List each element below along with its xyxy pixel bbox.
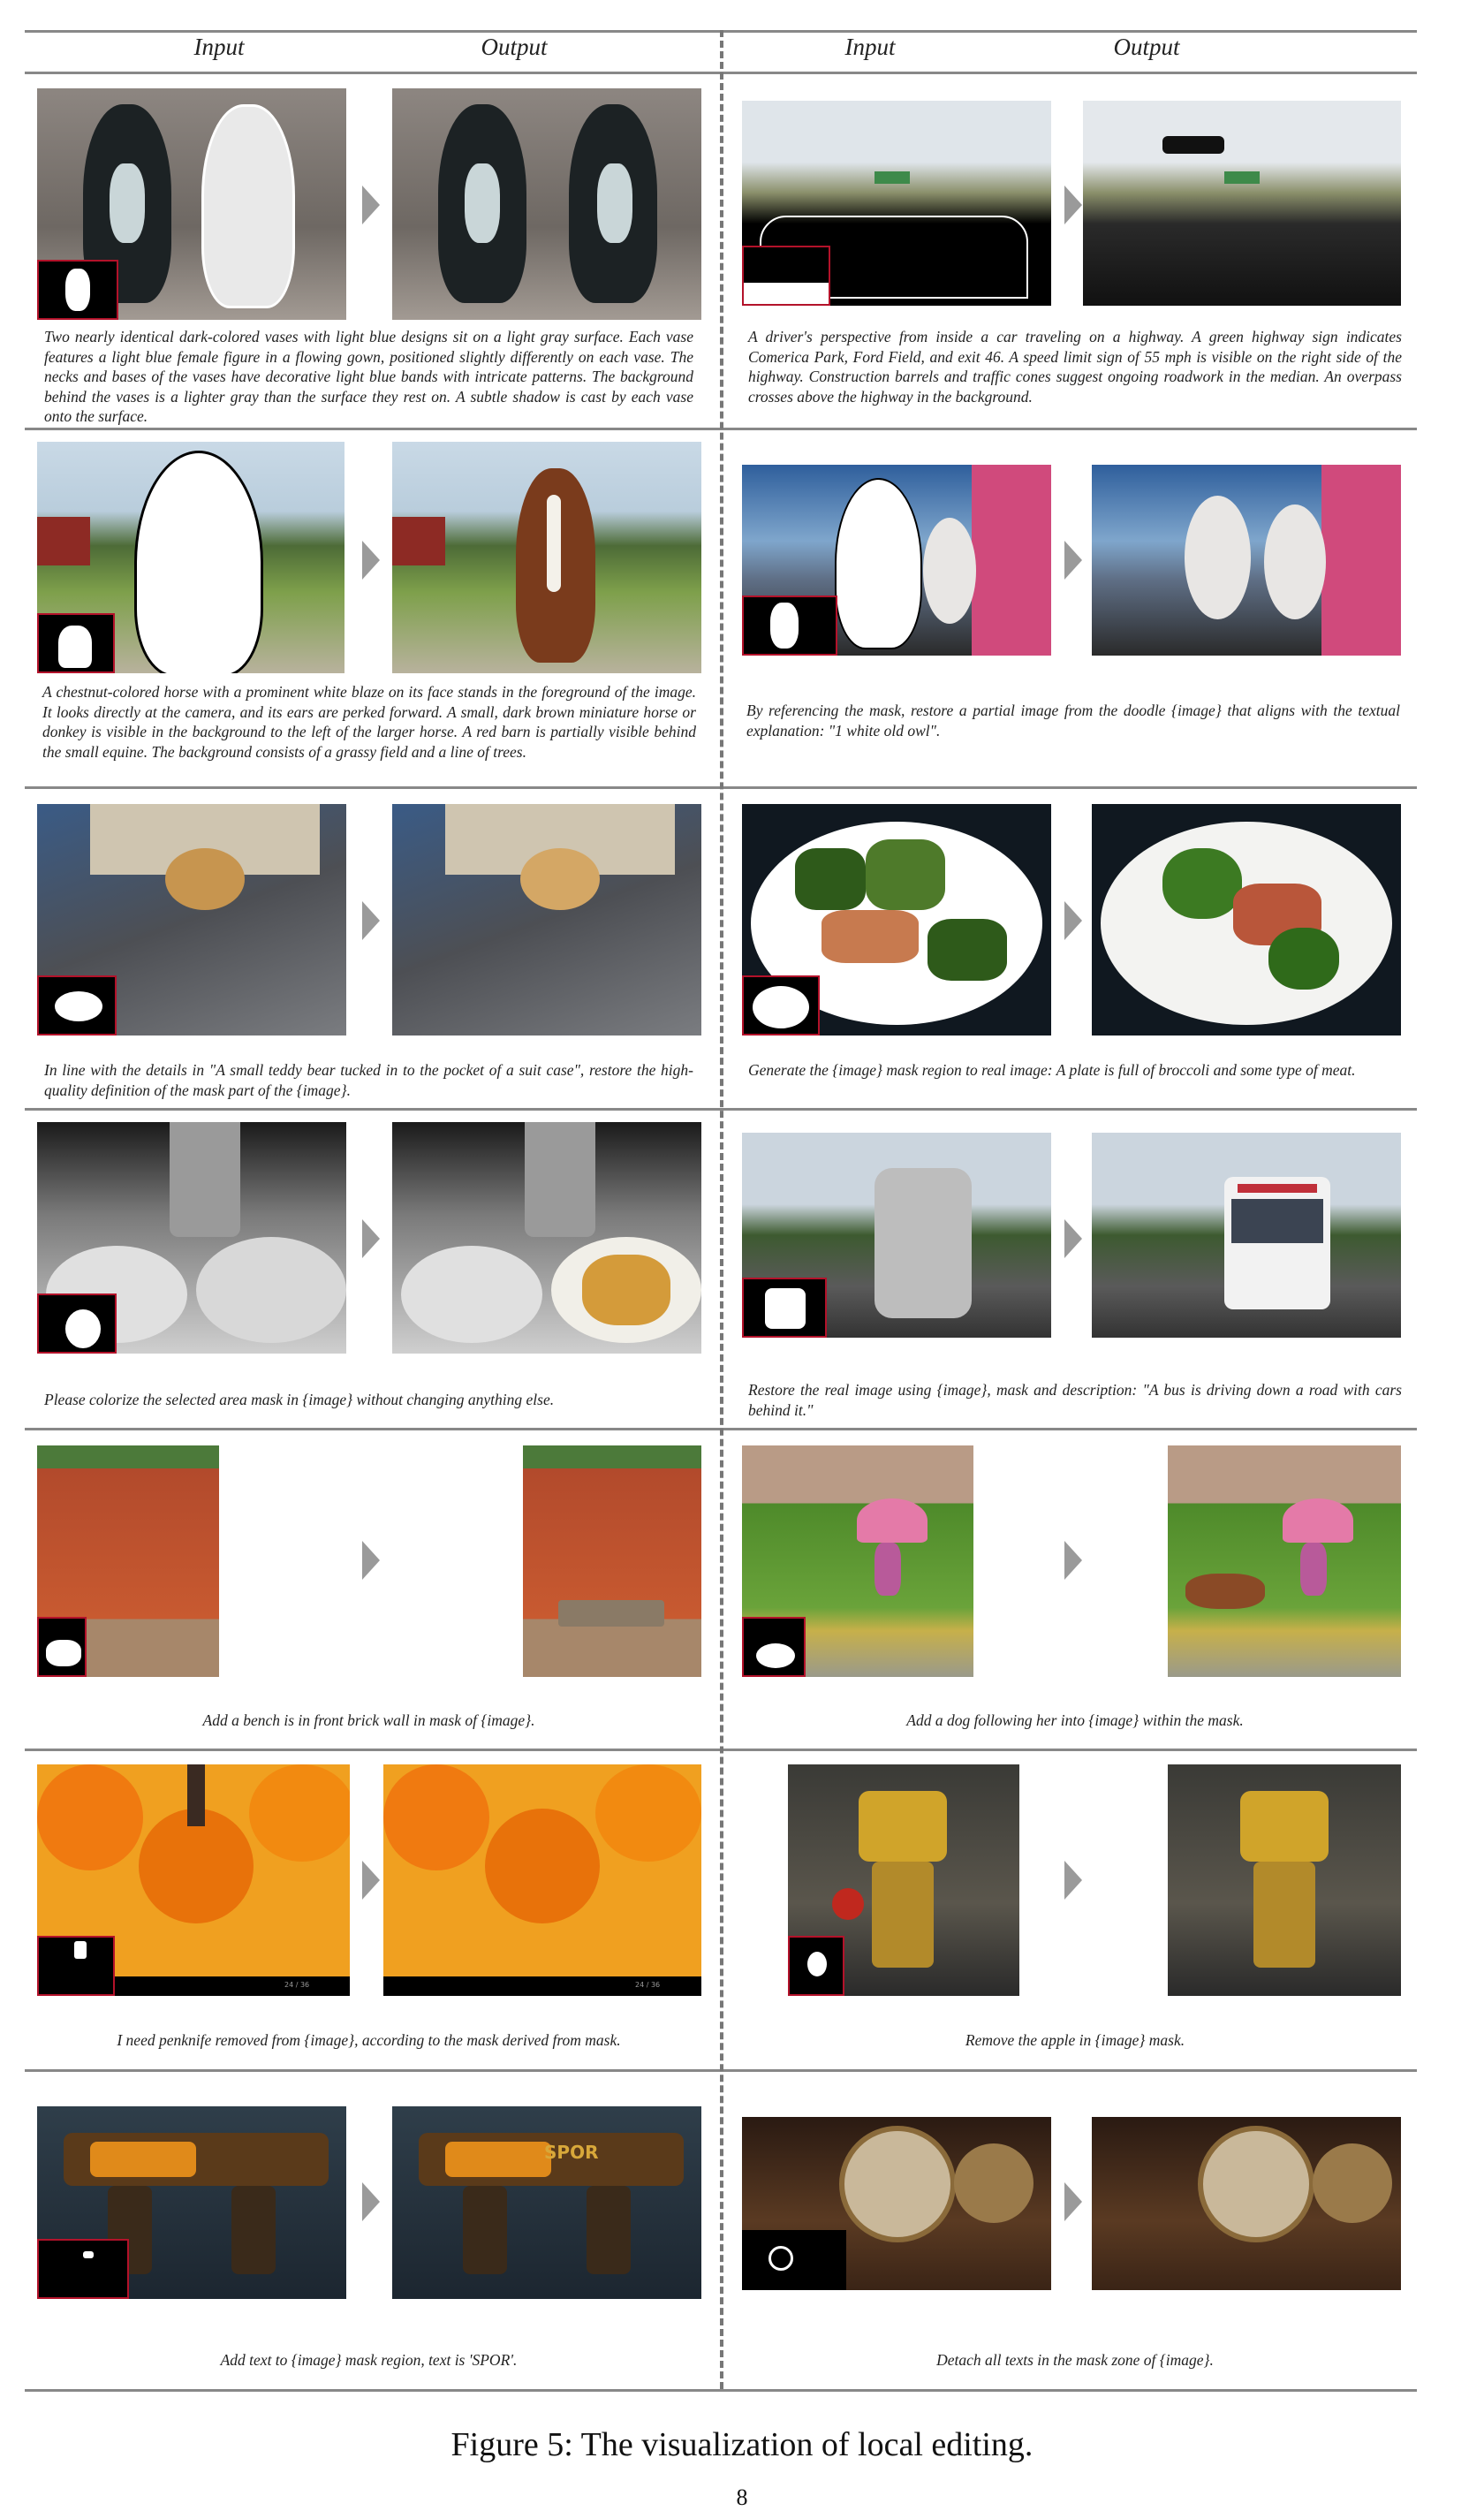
header-left-input: Input xyxy=(193,34,245,60)
output-image-vases xyxy=(392,88,701,320)
output-image-pistols-text: SPOR xyxy=(392,2106,701,2299)
arrow-icon xyxy=(362,1219,380,1258)
arrow-icon xyxy=(362,2182,380,2221)
caption: Add text to {image} mask region, text is… xyxy=(220,2351,518,2369)
arrow-icon xyxy=(362,186,380,224)
input-image-brick-wall xyxy=(37,1445,219,1677)
output-image-oranges: 24 / 36 xyxy=(383,1764,701,1996)
caption: Add a dog following her into {image} wit… xyxy=(906,1711,1244,1729)
output-image-teddy xyxy=(392,804,701,1036)
input-image-owl xyxy=(742,465,1051,656)
arrow-icon xyxy=(1064,901,1082,940)
input-image-girl-umbrella xyxy=(742,1445,973,1677)
input-image-robot-apple xyxy=(788,1764,1019,1996)
header-right-output: Output xyxy=(1113,34,1180,60)
input-image-fries-gray xyxy=(37,1122,346,1354)
arrow-icon xyxy=(1064,1541,1082,1580)
output-image-fries-color xyxy=(392,1122,701,1354)
header-right-input: Input xyxy=(844,34,896,60)
output-image-bus xyxy=(1092,1133,1401,1338)
caption: Please colorize the selected area mask i… xyxy=(44,1391,555,1408)
arrow-icon xyxy=(1064,2182,1082,2221)
input-image-bus-blurred xyxy=(742,1133,1051,1338)
added-text: SPOR xyxy=(544,2142,599,2163)
output-image-owl xyxy=(1092,465,1401,656)
caption: By referencing the mask, restore a parti… xyxy=(746,702,1400,740)
figure-caption: Figure 5: The visualization of local edi… xyxy=(450,2426,1034,2463)
input-image-car xyxy=(742,101,1051,306)
output-image-car xyxy=(1083,101,1401,306)
header-left-output: Output xyxy=(481,34,548,60)
caption: Two nearly identical dark-colored vases … xyxy=(44,328,693,425)
caption: Generate the {image} mask region to real… xyxy=(748,1061,1356,1079)
column-divider xyxy=(720,30,723,2389)
page-number: 8 xyxy=(736,2484,748,2510)
caption: Remove the apple in {image} mask. xyxy=(965,2031,1185,2049)
rule-bottom xyxy=(25,2389,1417,2392)
output-image-girl-dog xyxy=(1168,1445,1401,1677)
caption: A chestnut-colored horse with a prominen… xyxy=(42,683,696,761)
arrow-icon xyxy=(362,901,380,940)
arrow-icon xyxy=(362,1541,380,1580)
arrow-icon xyxy=(362,1861,380,1900)
arrow-icon xyxy=(1064,1219,1082,1258)
output-image-broccoli xyxy=(1092,804,1401,1036)
output-image-watch xyxy=(1092,2117,1401,2290)
arrow-icon xyxy=(1064,1861,1082,1900)
input-image-oranges-knife: 24 / 36 xyxy=(37,1764,350,1996)
output-image-robot xyxy=(1168,1764,1401,1996)
caption: In line with the details in "A small ted… xyxy=(44,1061,693,1099)
input-image-teddy xyxy=(37,804,346,1036)
caption: Add a bench is in front brick wall in ma… xyxy=(202,1711,535,1729)
slide-counter: 24 / 36 xyxy=(635,1981,661,1989)
input-image-vases xyxy=(37,88,346,320)
input-image-watch xyxy=(742,2117,1051,2290)
caption: I need penknife removed from {image}, ac… xyxy=(117,2031,621,2049)
arrow-icon xyxy=(1064,541,1082,580)
caption: Detach all texts in the mask zone of {im… xyxy=(936,2351,1214,2369)
input-image-horse xyxy=(37,442,344,673)
arrow-icon xyxy=(362,541,380,580)
caption: Restore the real image using {image}, ma… xyxy=(748,1381,1402,1419)
input-image-pistols xyxy=(37,2106,346,2299)
output-image-brick-wall-bench xyxy=(523,1445,701,1677)
output-image-horse xyxy=(392,442,701,673)
caption: A driver's perspective from inside a car… xyxy=(748,328,1402,406)
arrow-icon xyxy=(1064,186,1082,224)
input-image-broccoli xyxy=(742,804,1051,1036)
slide-counter: 24 / 36 xyxy=(284,1981,310,1989)
